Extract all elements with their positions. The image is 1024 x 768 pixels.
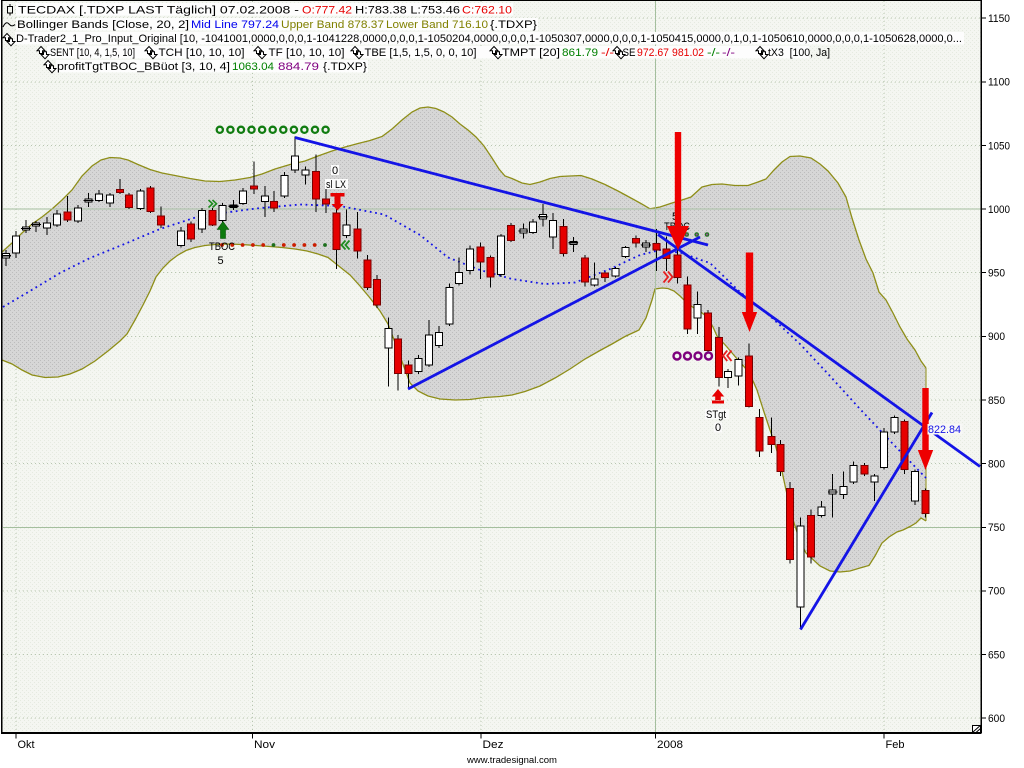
svg-text:Okt: Okt (18, 739, 35, 751)
svg-text:TBE [1,5, 1,5, 0, 0, 10]: TBE [1,5, 1,5, 0, 0, 10] (365, 47, 477, 59)
svg-text:Dez: Dez (483, 739, 504, 751)
svg-text:822.84: 822.84 (928, 424, 961, 436)
svg-text:Feb: Feb (886, 739, 905, 751)
svg-text:TF [10, 10, 10]: TF [10, 10, 10] (269, 47, 345, 59)
svg-text:1100: 1100 (988, 77, 1010, 89)
svg-text:H:783.38 L:753.46: H:783.38 L:753.46 (355, 5, 460, 17)
svg-text:800: 800 (988, 459, 1005, 471)
svg-text:{.TDXP}: {.TDXP} (490, 19, 537, 31)
svg-text:tX3 [100, Ja]: tX3 [100, Ja] (768, 47, 830, 59)
svg-text:900: 900 (988, 331, 1005, 343)
svg-text:750: 750 (988, 522, 1005, 534)
svg-text:TCH [10, 10, 10]: TCH [10, 10, 10] (159, 47, 245, 59)
svg-text:861.79: 861.79 (562, 47, 598, 59)
svg-text:O:777.42: O:777.42 (302, 5, 352, 17)
svg-text:Bollinger Bands [Close, 20, 2]: Bollinger Bands [Close, 20, 2] (17, 19, 189, 31)
svg-text:972.67: 972.67 (637, 47, 669, 59)
svg-text:1063.04: 1063.04 (232, 61, 274, 73)
svg-text:0: 0 (715, 422, 721, 434)
svg-text:D-Trader2_1_Pro_Input_Original: D-Trader2_1_Pro_Input_Original [10, -104… (16, 33, 962, 45)
svg-text:1000: 1000 (988, 204, 1010, 216)
svg-text:2008: 2008 (657, 739, 683, 751)
svg-text:Upper Band 878.37: Upper Band 878.37 (281, 19, 384, 31)
svg-text:5: 5 (218, 255, 224, 267)
svg-text:TECDAX [.TDXP LAST Täglich] 07: TECDAX [.TDXP LAST Täglich] 07.02.2008 - (18, 5, 299, 17)
svg-text:Nov: Nov (254, 739, 276, 751)
svg-text:www.tradesignal.com: www.tradesignal.com (466, 755, 557, 765)
svg-text:profitTgtTBOC_BBüot [3, 10, 4]: profitTgtTBOC_BBüot [3, 10, 4] (57, 61, 230, 73)
svg-text:TMPT [20]: TMPT [20] (502, 47, 560, 59)
svg-text:SENT [10, 4, 1,5, 10]: SENT [10, 4, 1,5, 10] (50, 47, 135, 59)
svg-text:SE: SE (623, 47, 636, 59)
svg-text:950: 950 (988, 268, 1005, 280)
svg-text:850: 850 (988, 395, 1005, 407)
svg-text:Lower Band 716.10: Lower Band 716.10 (386, 19, 488, 31)
svg-text:600: 600 (988, 713, 1005, 725)
svg-text:Mid Line 797.24: Mid Line 797.24 (191, 19, 279, 31)
svg-text:STgt: STgt (706, 409, 726, 421)
svg-text:C:762.10: C:762.10 (462, 5, 512, 17)
svg-text:-/-: -/- (707, 47, 720, 59)
svg-text:-/-: -/- (722, 47, 735, 59)
svg-text:0: 0 (332, 165, 338, 177)
svg-text:981.02: 981.02 (672, 47, 704, 59)
svg-text:1050: 1050 (988, 140, 1010, 152)
svg-text:sl LX: sl LX (326, 179, 347, 191)
svg-text:884.79: 884.79 (278, 61, 319, 73)
svg-text:700: 700 (988, 586, 1005, 598)
svg-text:650: 650 (988, 649, 1005, 661)
svg-text:{.TDXP}: {.TDXP} (323, 61, 367, 73)
svg-text:TBOC: TBOC (209, 241, 235, 253)
svg-text:-/-: -/- (601, 47, 614, 59)
svg-text:1150: 1150 (988, 13, 1010, 25)
